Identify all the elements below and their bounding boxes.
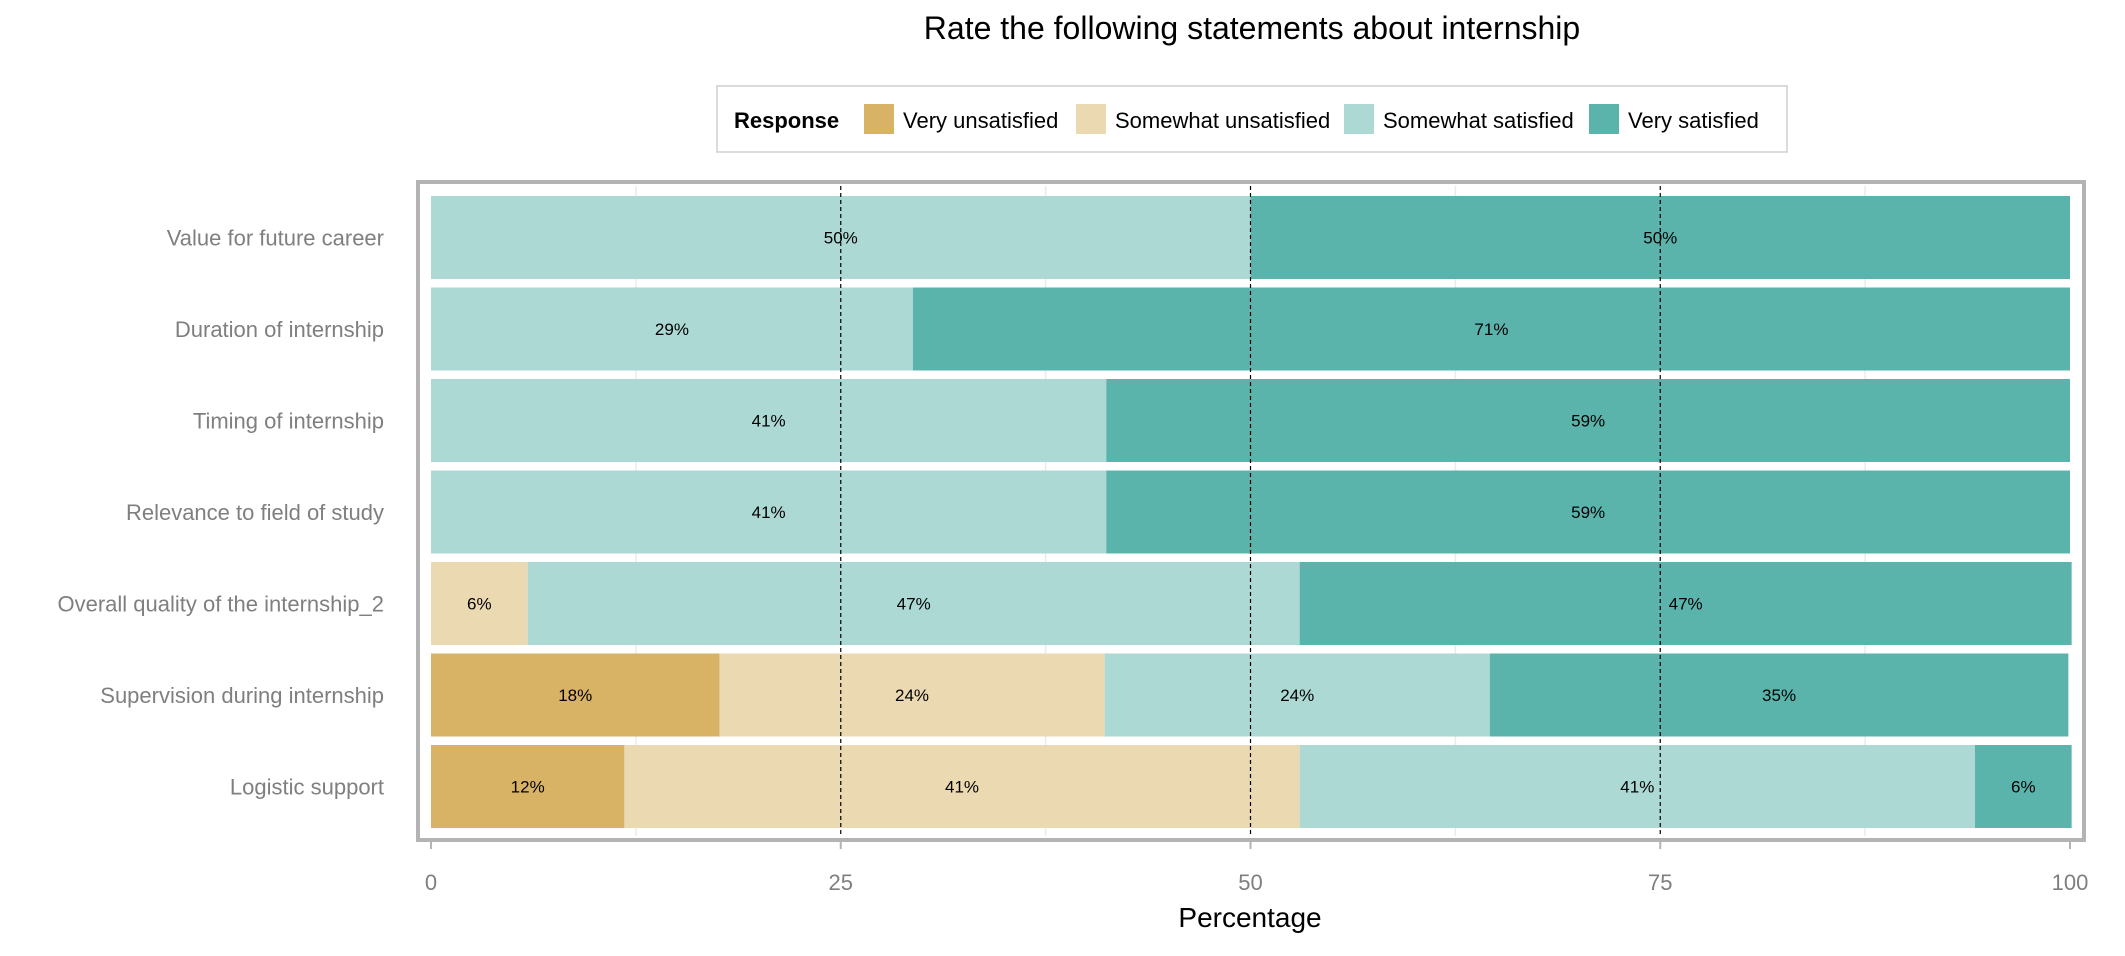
chart-title: Rate the following statements about inte…: [924, 10, 1580, 46]
x-axis-ticks: 0 25 50 75 100: [425, 842, 2088, 895]
legend-label: Somewhat satisfied: [1383, 108, 1574, 133]
x-tick-label: 0: [425, 870, 437, 895]
legend-title: Response: [734, 108, 839, 133]
legend-key: [864, 104, 894, 134]
bar-segment: [1299, 562, 2072, 645]
category-label: Supervision during internship: [100, 683, 384, 708]
legend-label: Somewhat unsatisfied: [1115, 108, 1330, 133]
x-tick-label: 100: [2052, 870, 2089, 895]
x-tick-label: 75: [1648, 870, 1672, 895]
data-label: 6%: [2011, 778, 2036, 797]
bar-segment: [431, 653, 720, 737]
data-label: 59%: [1571, 503, 1605, 522]
data-label: 71%: [1474, 320, 1508, 339]
data-label: 50%: [1643, 229, 1677, 248]
legend-key: [1589, 104, 1619, 134]
data-label: 41%: [1620, 778, 1654, 797]
data-label: 35%: [1762, 686, 1796, 705]
reference-lines: [840, 186, 1661, 836]
bar-segment: [1106, 470, 2070, 554]
plot-frame: [416, 180, 2086, 842]
bar-segment: [431, 379, 1107, 462]
category-labels: Value for future career Duration of inter…: [57, 226, 384, 800]
data-label: 24%: [1280, 686, 1314, 705]
bar-segment: [1299, 745, 1975, 828]
data-label: 12%: [511, 778, 545, 797]
data-labels: 50% 50% 29% 71% 41% 59% 41% 59% 6% 47% 47% 18% 24% 24…: [467, 229, 2036, 797]
bar-segment: [1106, 379, 2070, 462]
data-label: 47%: [897, 595, 931, 614]
bars: [431, 196, 2072, 828]
bar-segment: [431, 287, 913, 371]
category-label: Duration of internship: [175, 317, 384, 342]
x-tick-label: 25: [829, 870, 853, 895]
category-label: Timing of internship: [193, 409, 384, 434]
data-label: 41%: [752, 503, 786, 522]
bar-segment: [912, 287, 2071, 371]
bar-segment: [1104, 653, 1490, 737]
category-label: Logistic support: [230, 775, 384, 800]
category-label: Overall quality of the internship_2: [57, 592, 384, 617]
data-label: 29%: [655, 320, 689, 339]
data-label: 18%: [558, 686, 592, 705]
bar-segment: [1489, 653, 2069, 737]
legend-key: [1076, 104, 1106, 134]
legend-key: [1344, 104, 1374, 134]
legend: Response Very unsatisfied Somewhat unsati…: [716, 85, 1788, 153]
data-label: 6%: [467, 595, 492, 614]
plot-border: [416, 180, 2086, 842]
data-label: 41%: [945, 778, 979, 797]
bar-segment: [527, 562, 1300, 645]
data-label: 50%: [824, 229, 858, 248]
category-label: Value for future career: [167, 226, 384, 251]
bar-segment: [719, 653, 1105, 737]
legend-items: Very unsatisfied Somewhat unsatisfied Some…: [864, 104, 1759, 134]
legend-label: Very unsatisfied: [903, 108, 1058, 133]
bar-segment: [624, 745, 1300, 828]
data-label: 59%: [1571, 412, 1605, 431]
legend-label: Very satisfied: [1628, 108, 1759, 133]
data-label: 47%: [1669, 595, 1703, 614]
plot-area: 50% 50% 29% 71% 41% 59% 41% 59% 6% 47% 47% 18% 24% 24…: [416, 180, 2086, 842]
bar-segment: [431, 470, 1107, 554]
bar-segment: [1974, 745, 2072, 828]
x-tick-label: 50: [1238, 870, 1262, 895]
data-label: 24%: [895, 686, 929, 705]
x-axis-title: Percentage: [1178, 902, 1321, 933]
data-label: 41%: [752, 412, 786, 431]
bar-segment: [431, 745, 625, 828]
bar-segment: [431, 562, 528, 645]
category-label: Relevance to field of study: [126, 500, 384, 525]
